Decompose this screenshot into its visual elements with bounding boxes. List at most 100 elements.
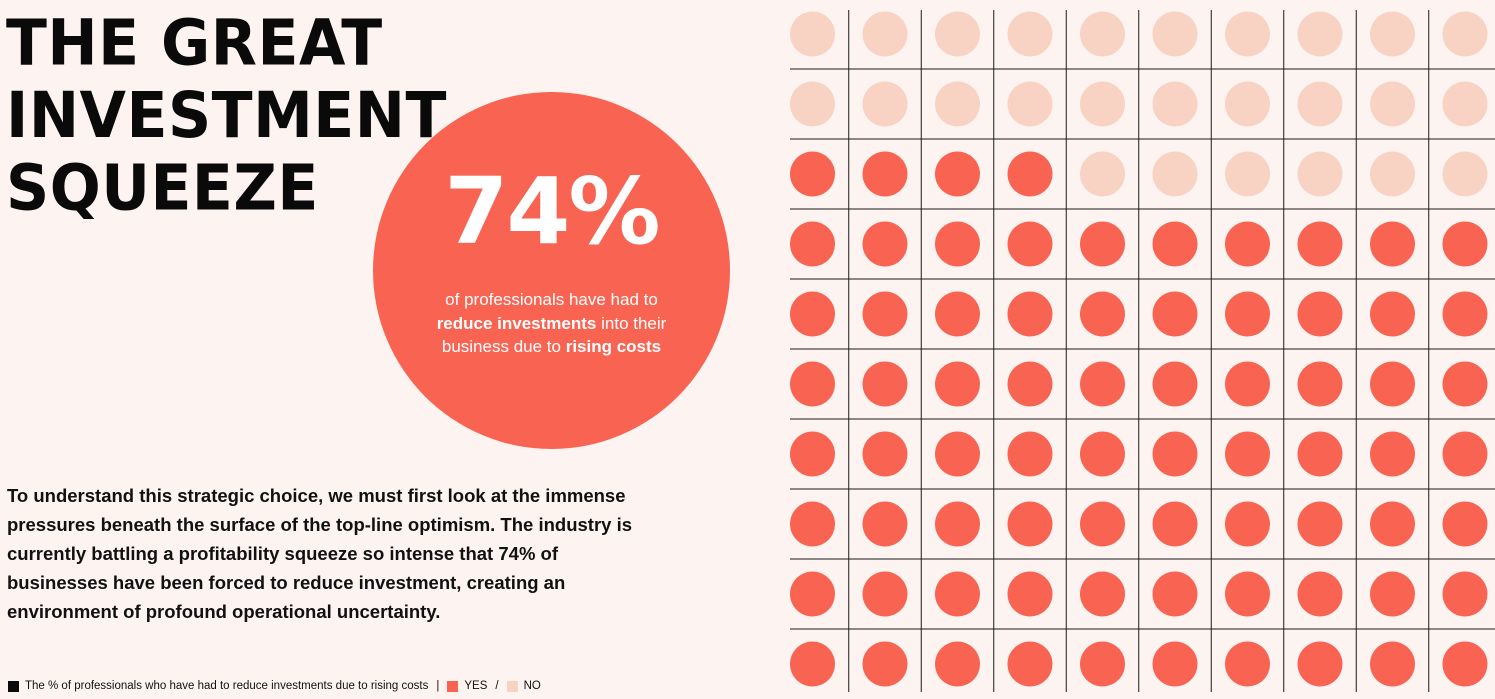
waffle-dot-yes (862, 501, 908, 547)
waffle-dot-yes (1442, 641, 1488, 687)
chart-legend: The % of professionals who have had to r… (8, 680, 541, 692)
waffle-dot-yes (1442, 571, 1488, 617)
waffle-dot-yes (1225, 291, 1270, 337)
waffle-dot-yes (935, 291, 980, 337)
waffle-dot-yes (935, 641, 980, 687)
waffle-dot-yes (862, 571, 908, 617)
waffle-dot-yes (1297, 431, 1343, 477)
waffle-dot-no (1152, 81, 1198, 127)
title-line-1: THE GREAT (6, 6, 383, 81)
waffle-dot-yes (790, 431, 835, 477)
waffle-dot-no (1297, 81, 1343, 127)
waffle-dot-yes (1442, 431, 1488, 477)
waffle-dot-yes (935, 571, 980, 617)
waffle-dot-yes (935, 361, 980, 407)
waffle-dot-yes (1080, 501, 1125, 547)
waffle-dot-yes (1225, 221, 1270, 267)
waffle-dot-no (790, 81, 835, 127)
waffle-dot-yes (1370, 221, 1415, 267)
waffle-dot-no (1297, 11, 1343, 57)
legend-description: The % of professionals who have had to r… (25, 680, 429, 692)
waffle-dot-yes (1442, 221, 1488, 267)
waffle-dot-yes (935, 501, 980, 547)
waffle-dot-yes (935, 431, 980, 477)
waffle-dot-yes (1442, 361, 1488, 407)
waffle-dot-yes (862, 361, 908, 407)
waffle-dot-yes (1080, 431, 1125, 477)
waffle-dot-yes (1225, 571, 1270, 617)
waffle-dot-yes (1370, 641, 1415, 687)
waffle-dot-yes (790, 361, 835, 407)
waffle-dot-no (1152, 11, 1198, 57)
waffle-dot-no (1152, 151, 1198, 197)
waffle-dot-yes (1080, 221, 1125, 267)
waffle-dot-yes (1152, 291, 1198, 337)
waffle-dot-yes (1152, 501, 1198, 547)
waffle-dot-yes (1442, 501, 1488, 547)
waffle-dot-yes (1370, 291, 1415, 337)
waffle-dot-no (1225, 151, 1270, 197)
title-line-3: SQUEEZE (6, 151, 319, 226)
waffle-dot-yes (1297, 291, 1343, 337)
waffle-dot-yes (790, 501, 835, 547)
waffle-dot-yes (862, 151, 908, 197)
waffle-dot-no (1442, 151, 1488, 197)
waffle-dot-yes (1297, 571, 1343, 617)
waffle-dot-yes (1080, 291, 1125, 337)
waffle-dot-yes (935, 151, 980, 197)
stat-caption-text-2: into their business due to (441, 313, 667, 357)
waffle-dot-yes (1007, 151, 1053, 197)
waffle-dot-yes (1297, 361, 1343, 407)
legend-no-swatch (506, 680, 518, 692)
waffle-dot-yes (1007, 221, 1053, 267)
waffle-dot-yes (1007, 501, 1053, 547)
waffle-dot-yes (790, 221, 835, 267)
legend-marker-icon (8, 680, 19, 692)
waffle-dot-yes (790, 151, 835, 197)
waffle-dot-yes (1007, 431, 1053, 477)
waffle-dot-yes (1007, 641, 1053, 687)
waffle-dot-yes (1370, 501, 1415, 547)
waffle-dot-no (1225, 11, 1270, 57)
legend-yes-swatch (447, 680, 459, 692)
waffle-gridlines (790, 10, 1495, 692)
waffle-dot-no (862, 81, 908, 127)
page-title: THE GREAT INVESTMENT SQUEEZE (6, 6, 447, 226)
waffle-dot-yes (1297, 221, 1343, 267)
waffle-dot-yes (862, 641, 908, 687)
legend-yes-label: YES (464, 680, 488, 692)
stat-caption-text-1: of professionals have had to (445, 290, 658, 309)
waffle-dot-no (1080, 81, 1125, 127)
title-line-2: INVESTMENT (6, 79, 447, 153)
waffle-dot-yes (1152, 641, 1198, 687)
waffle-dot-no (1442, 11, 1488, 57)
waffle-dot-no (935, 81, 980, 127)
waffle-dot-no (1080, 11, 1125, 57)
waffle-dot-yes (862, 291, 908, 337)
waffle-dot-yes (1225, 361, 1270, 407)
waffle-dot-no (935, 11, 980, 57)
waffle-dot-yes (790, 571, 835, 617)
waffle-dot-no (790, 11, 835, 57)
waffle-dot-yes (790, 291, 835, 337)
waffle-dot-no (1370, 81, 1415, 127)
stat-circle: 74% of professionals have had to reduce … (373, 92, 730, 449)
waffle-dot-yes (1370, 431, 1415, 477)
waffle-dot-yes (862, 431, 908, 477)
waffle-dot-no (1442, 81, 1488, 127)
waffle-dot-yes (1007, 571, 1053, 617)
waffle-dot-yes (862, 221, 908, 267)
waffle-dot-no (1225, 81, 1270, 127)
body-paragraph: To understand this strategic choice, we … (7, 485, 633, 622)
legend-no-label: NO (523, 680, 541, 692)
waffle-dot-yes (1080, 641, 1125, 687)
waffle-dot-yes (1007, 291, 1053, 337)
stat-caption: of professionals have had to reduce inve… (423, 288, 680, 359)
waffle-dot-no (1370, 11, 1415, 57)
waffle-dot-yes (1297, 641, 1343, 687)
waffle-dot-no (1007, 81, 1053, 127)
waffle-dot-yes (1007, 361, 1053, 407)
waffle-dot-yes (935, 221, 980, 267)
legend-divider: | (436, 680, 440, 692)
stat-caption-bold-1: reduce investments (436, 313, 597, 333)
